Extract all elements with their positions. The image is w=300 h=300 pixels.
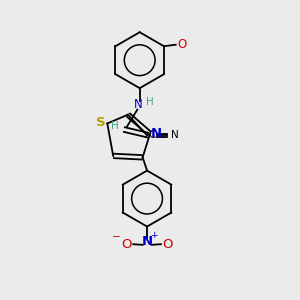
Text: N: N	[134, 98, 142, 111]
Text: N: N	[151, 127, 162, 140]
Text: N: N	[142, 236, 153, 248]
Text: H: H	[111, 122, 119, 131]
Text: H: H	[146, 97, 154, 107]
Text: −: −	[112, 232, 121, 242]
Text: S: S	[96, 116, 106, 128]
Text: C: C	[149, 130, 156, 140]
Text: +: +	[150, 231, 157, 240]
Text: O: O	[163, 238, 173, 251]
Text: N: N	[171, 130, 178, 140]
Text: O: O	[121, 238, 131, 251]
Text: O: O	[177, 38, 186, 51]
